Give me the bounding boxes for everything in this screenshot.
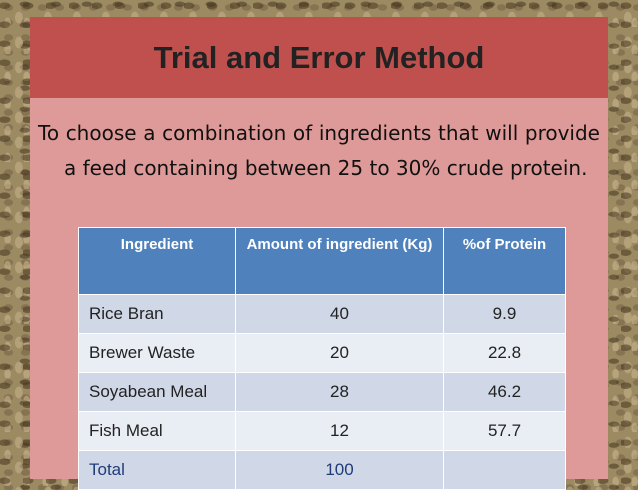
ingredient-name: Soyabean Meal (78, 372, 236, 412)
ingredient-name: Rice Bran (78, 294, 236, 334)
ingredient-amount: 40 (235, 294, 444, 334)
total-row: Total 100 (78, 450, 566, 490)
table-row: Soyabean Meal 28 46.2 (78, 372, 566, 412)
table-row: Rice Bran 40 9.9 (78, 294, 566, 334)
ingredient-protein: 9.9 (443, 294, 566, 334)
ingredient-amount: 28 (235, 372, 444, 412)
ingredient-protein: 22.8 (443, 333, 566, 373)
table-header-row: Ingredient Amount of ingredient (Kg) %of… (78, 227, 566, 295)
ingredient-table: Ingredient Amount of ingredient (Kg) %of… (78, 227, 566, 490)
slide-title: Trial and Error Method (153, 39, 485, 75)
total-label: Total (78, 450, 236, 490)
header-amount: Amount of ingredient (Kg) (235, 227, 444, 295)
ingredient-amount: 20 (235, 333, 444, 373)
ingredient-protein: 46.2 (443, 372, 566, 412)
title-bar: Trial and Error Method (30, 17, 608, 98)
header-protein: %of Protein (443, 227, 566, 295)
total-protein (443, 450, 566, 490)
total-amount: 100 (235, 450, 444, 490)
table-row: Brewer Waste 20 22.8 (78, 333, 566, 373)
ingredient-name: Brewer Waste (78, 333, 236, 373)
ingredient-amount: 12 (235, 411, 444, 451)
ingredient-name: Fish Meal (78, 411, 236, 451)
body-text: To choose a combination of ingredients t… (38, 121, 600, 180)
header-ingredient: Ingredient (78, 227, 236, 295)
ingredient-protein: 57.7 (443, 411, 566, 451)
table-row: Fish Meal 12 57.7 (78, 411, 566, 451)
